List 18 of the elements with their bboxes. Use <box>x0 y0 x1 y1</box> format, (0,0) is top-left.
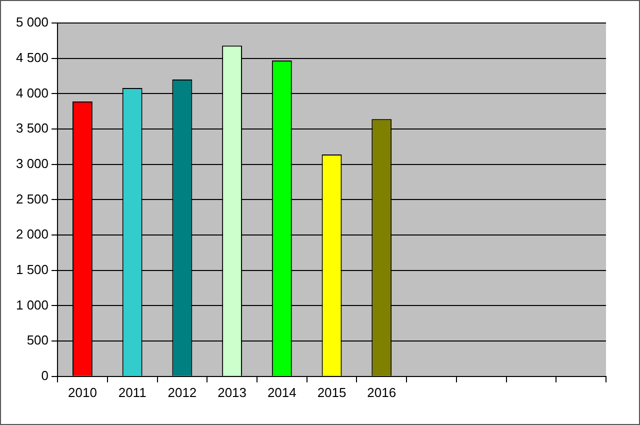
y-tick-label: 3 000 <box>16 156 49 171</box>
x-tick-label: 2016 <box>367 384 396 400</box>
x-tick-label: 2015 <box>317 384 346 400</box>
y-tick-label: 3 500 <box>16 120 49 136</box>
y-tick-label: 1 500 <box>16 262 49 277</box>
x-tick-label: 2012 <box>168 384 197 400</box>
y-tick-label: 2 000 <box>16 226 49 242</box>
y-tick-label: 5 000 <box>16 14 49 30</box>
x-tick-label: 2011 <box>118 384 146 400</box>
y-tick-label: 500 <box>26 332 49 348</box>
x-tick-label: 2013 <box>218 384 247 400</box>
x-tick-label: 2010 <box>68 384 97 400</box>
x-tick-label: 2014 <box>267 384 296 400</box>
y-tick-label: 1 000 <box>16 297 49 312</box>
y-tick-label: 2 500 <box>16 191 49 206</box>
y-tick-label: 4 000 <box>16 85 49 100</box>
y-tick-label: 0 <box>41 368 49 383</box>
y-tick-label: 4 500 <box>16 50 49 65</box>
